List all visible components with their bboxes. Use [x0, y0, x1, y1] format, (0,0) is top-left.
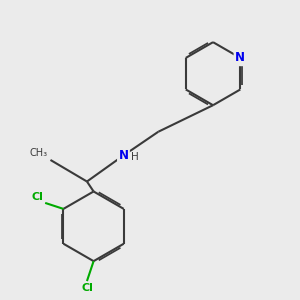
Text: N: N: [118, 149, 128, 162]
Text: H: H: [130, 152, 138, 162]
Text: Cl: Cl: [32, 192, 44, 202]
Text: Cl: Cl: [81, 283, 93, 293]
Text: CH₃: CH₃: [30, 148, 48, 158]
Text: N: N: [235, 51, 245, 64]
